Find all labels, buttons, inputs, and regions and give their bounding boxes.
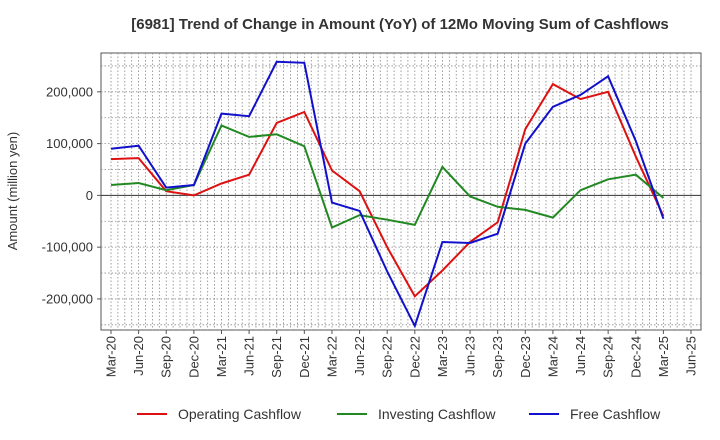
x-tick-label: Dec-21	[297, 336, 312, 378]
y-axis-title: Amount (million yen)	[5, 132, 20, 251]
x-tick-label: Jun-21	[242, 336, 257, 376]
x-tick-label: Mar-24	[545, 336, 560, 377]
x-tick-label: Mar-23	[435, 336, 450, 377]
x-tick-label: Sep-21	[269, 336, 284, 378]
x-tick-label: Dec-22	[407, 336, 422, 378]
y-tick-label: -100,000	[42, 240, 93, 255]
y-tick-labels: 200,000 100,000 0 -100,000 -200,000	[42, 84, 101, 306]
series-line-free-cashflow	[110, 60, 665, 329]
x-tick-label: Sep-23	[490, 336, 505, 378]
x-tick-label: Sep-22	[380, 336, 395, 378]
legend-label: Investing Cashflow	[378, 406, 496, 422]
series-line-investing-cashflow	[110, 124, 665, 229]
x-tick-label: Jun-25	[684, 336, 699, 376]
y-tick-label: 200,000	[46, 84, 93, 99]
legend-label: Free Cashflow	[570, 406, 661, 422]
series-line-operating-cashflow	[110, 82, 665, 298]
x-tick-label: Dec-20	[186, 336, 201, 378]
legend-label: Operating Cashflow	[178, 406, 302, 422]
x-tick-label: Mar-25	[656, 336, 671, 377]
x-tick-label: Jun-22	[352, 336, 367, 376]
series-layer	[110, 60, 665, 329]
x-tick-label: Dec-24	[628, 336, 643, 378]
y-tick-label: 0	[86, 188, 93, 203]
x-tick-label: Dec-23	[518, 336, 533, 378]
x-tick-label: Mar-22	[324, 336, 339, 377]
x-tick-label: Sep-20	[159, 336, 174, 378]
x-tick-label: Jun-20	[131, 336, 146, 376]
x-tick-label: Jun-24	[573, 336, 588, 376]
x-tick-labels: Mar-20 Jun-20 Sep-20 Dec-20 Mar-21 Jun-21 Sep-…	[104, 330, 699, 378]
grid-layer	[101, 53, 701, 330]
y-tick-label: 100,000	[46, 136, 93, 151]
chart-title: [6981] Trend of Change in Amount (YoY) o…	[131, 16, 669, 33]
x-tick-label: Jun-23	[463, 336, 478, 376]
x-tick-label: Mar-20	[104, 336, 119, 377]
x-tick-label: Sep-24	[601, 336, 616, 378]
legend: Operating Cashflow Investing Cashflow Free…	[137, 406, 661, 422]
y-tick-label: -200,000	[42, 291, 93, 306]
x-tick-label: Mar-21	[214, 336, 229, 377]
